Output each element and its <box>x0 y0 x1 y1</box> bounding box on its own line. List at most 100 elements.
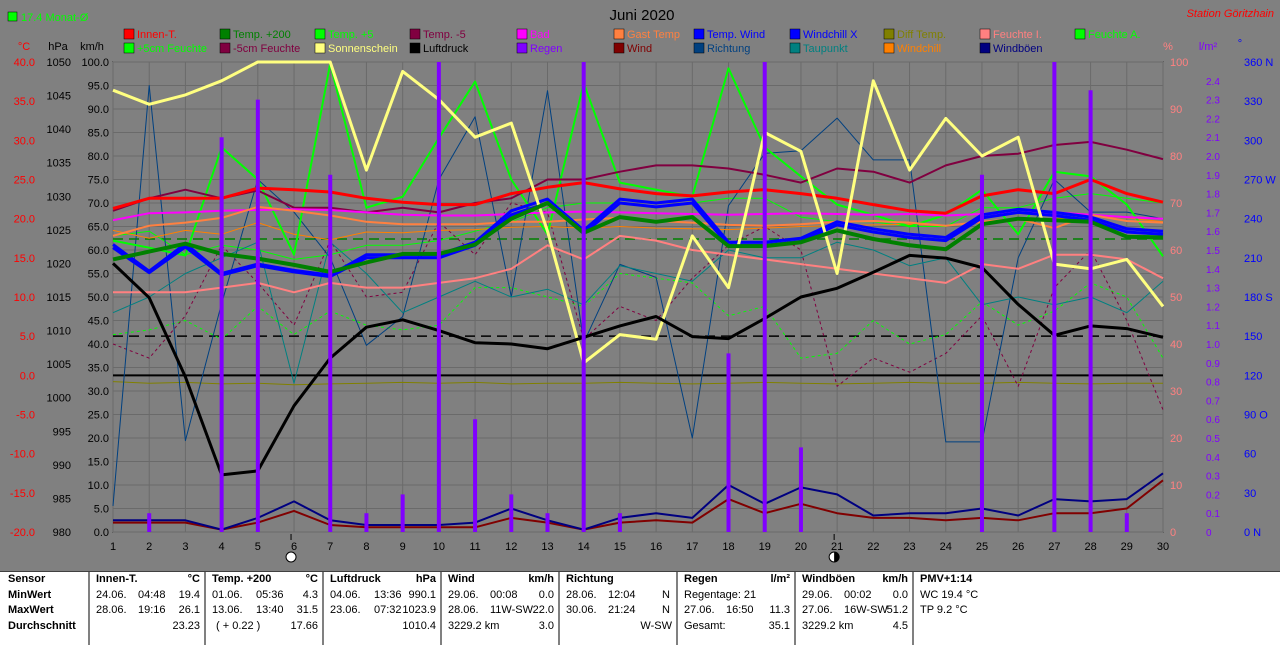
temp-tick-label: -5.0 <box>16 410 35 422</box>
x-tick-label: 9 <box>400 541 406 553</box>
legend-item: Feuchte I. <box>979 28 1042 41</box>
direction-tick-label: 30 <box>1244 488 1256 500</box>
legend-label: Windchill X <box>803 29 858 41</box>
legend-item: Windchill <box>883 42 941 55</box>
sensor-title: Sensor <box>8 573 46 585</box>
series-sonnenschein <box>112 60 1165 365</box>
series-temp-200 <box>112 201 1164 274</box>
rain-tick-label: 0.5 <box>1206 434 1220 445</box>
full-moon-icon <box>285 534 297 563</box>
temp-tick-label: -10.0 <box>10 449 35 461</box>
wind-tick-label: 55.0 <box>88 269 109 281</box>
temp-tick-label: 40.0 <box>14 57 35 69</box>
x-tick-label: 1 <box>110 541 116 553</box>
x-tick-label: 6 <box>291 541 297 553</box>
temp-tick-label: 5.0 <box>20 331 35 343</box>
humidity-tick-label: 60 <box>1170 245 1182 257</box>
legend-label: Feuchte I. <box>993 29 1042 41</box>
direction-tick-label: 240 <box>1244 214 1262 226</box>
temp-tick-label: 25.0 <box>14 175 35 187</box>
wind-tick-label: 70.0 <box>88 198 109 210</box>
stats-regen: Regen l/m² Regentage: 21 27.06. 16:50 11.3 … <box>676 572 794 645</box>
rain-tick-label: 1.6 <box>1206 227 1220 238</box>
legend: Innen-T. Temp. +200 Temp. +5 Temp. -5 Bad Gas… <box>123 28 1141 55</box>
x-tick-label: 25 <box>976 541 988 553</box>
rain-tick-label: 1.9 <box>1206 171 1220 182</box>
unit-celsius: °C <box>18 41 30 53</box>
pressure-tick-label: 990 <box>53 460 71 472</box>
legend-item: Temp. Wind <box>693 28 765 41</box>
avg-label: 17.4 Monat-Ø <box>21 12 89 24</box>
rain-tick-label: 2.2 <box>1206 114 1220 125</box>
legend-item: +5cm Feuchte <box>123 42 207 55</box>
grid <box>112 61 1164 533</box>
legend-item: -5cm Feuchte <box>219 42 300 55</box>
x-tick-label: 2 <box>146 541 152 553</box>
x-tick-label: 11 <box>469 541 480 553</box>
legend-label: Diff Temp. <box>897 29 946 41</box>
rain-tick-label: 0 <box>1206 528 1212 539</box>
pressure-tick-label: 1015 <box>47 292 71 304</box>
legend-swatch <box>219 42 231 54</box>
legend-item: Temp. +5 <box>314 28 374 41</box>
x-tick-label: 21 <box>831 541 843 553</box>
wind-tick-label: 25.0 <box>88 410 109 422</box>
wind-tick-label: 75.0 <box>88 175 109 187</box>
humidity-tick-label: 40 <box>1170 339 1182 351</box>
rain-tick-label: 1.4 <box>1206 265 1220 276</box>
direction-tick-label: 210 <box>1244 253 1262 265</box>
series-windchill-x <box>112 201 1164 279</box>
legend-swatch <box>409 42 421 54</box>
series-windb-en <box>113 472 1164 531</box>
legend-label: -5cm Feuchte <box>233 43 300 55</box>
series-luftdruck <box>111 253 1164 477</box>
rain-tick-label: 1.7 <box>1206 208 1220 219</box>
humidity-tick-label: 70 <box>1170 198 1182 210</box>
rain-tick-label: 0.8 <box>1206 378 1220 389</box>
rain-tick-label: 1.3 <box>1206 284 1220 295</box>
legend-swatch <box>123 42 135 54</box>
x-tick-label: 22 <box>867 541 879 553</box>
x-tick-label: 5 <box>255 541 261 553</box>
legend-label: Windchill <box>897 43 941 55</box>
unit-lm2: l/m² <box>1199 41 1218 53</box>
legend-label: +5cm Feuchte <box>137 43 207 55</box>
legend-swatch <box>693 42 705 54</box>
x-tick-label: 30 <box>1157 541 1169 553</box>
wind-tick-label: 65.0 <box>88 222 109 234</box>
legend-swatch <box>516 42 528 54</box>
legend-label: Taupunkt <box>803 43 848 55</box>
wind-tick-label: 20.0 <box>88 433 109 445</box>
legend-label: Temp. +5 <box>328 29 374 41</box>
x-tick-label: 10 <box>433 541 445 553</box>
x-tick-label: 18 <box>722 541 734 553</box>
unit-kmh: km/h <box>80 41 104 53</box>
pressure-tick-label: 1040 <box>47 124 71 136</box>
wind-tick-label: 100.0 <box>81 57 109 69</box>
legend-swatch <box>219 28 231 40</box>
legend-swatch <box>693 28 705 40</box>
rain-tick-label: 0.6 <box>1206 415 1220 426</box>
direction-tick-label: 90 O <box>1244 410 1268 422</box>
humidity-tick-label: 80 <box>1170 151 1182 163</box>
wind-tick-label: 85.0 <box>88 128 109 140</box>
pressure-tick-label: 1000 <box>47 393 71 405</box>
legend-label: Gast Temp <box>627 29 680 41</box>
unit-percent: % <box>1163 41 1173 53</box>
pressure-tick-label: 995 <box>53 426 71 438</box>
direction-tick-label: 120 <box>1244 370 1262 382</box>
legend-swatch <box>516 28 528 40</box>
temp-tick-label: -20.0 <box>10 527 35 539</box>
wind-tick-label: 35.0 <box>88 363 109 375</box>
legend-item: Bad <box>516 28 550 41</box>
x-tick-label: 13 <box>541 541 553 553</box>
pressure-tick-label: 1030 <box>47 191 71 203</box>
weather-chart: °C hPa km/h% l/m² °40.035.030.025.020.015.01… <box>7 7 1277 563</box>
wind-tick-label: 50.0 <box>88 292 109 304</box>
legend-swatch <box>883 28 895 40</box>
rain-tick-label: 0.3 <box>1206 472 1220 483</box>
wind-tick-label: 60.0 <box>88 245 109 257</box>
pressure-tick-label: 1010 <box>47 326 71 338</box>
pressure-tick-label: 980 <box>53 527 71 539</box>
legend-swatch <box>789 42 801 54</box>
